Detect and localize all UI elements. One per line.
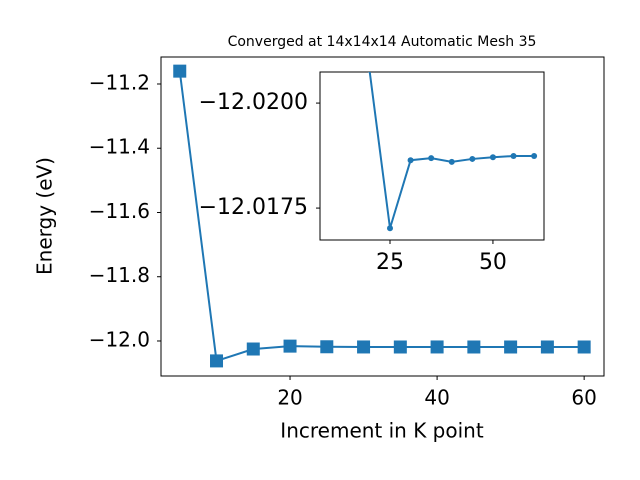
- y-axis-label: Energy (eV): [33, 157, 57, 275]
- marker: [407, 157, 414, 164]
- marker: [246, 342, 260, 356]
- marker: [367, 72, 372, 73]
- y-tick-label: −11.6: [89, 199, 150, 223]
- marker: [320, 340, 334, 354]
- marker: [357, 340, 371, 354]
- marker: [489, 154, 496, 161]
- plot-clip: [173, 64, 591, 368]
- marker: [531, 153, 538, 159]
- marker: [173, 64, 187, 78]
- marker: [387, 225, 393, 232]
- x-axis-label: Increment in K point: [280, 419, 484, 443]
- y-tick-label: −12.0200: [199, 90, 308, 115]
- marker: [283, 339, 297, 353]
- x-tick-label: 50: [479, 250, 507, 275]
- marker: [428, 155, 435, 162]
- marker: [448, 158, 455, 165]
- marker: [467, 340, 481, 354]
- marker: [469, 155, 476, 162]
- x-tick-label: 40: [424, 386, 449, 410]
- y-tick-label: −11.8: [89, 263, 150, 287]
- marker: [577, 340, 591, 354]
- x-tick-label: 20: [277, 386, 302, 410]
- x-tick-label: 25: [376, 250, 404, 275]
- y-tick-label: −12.0175: [199, 195, 308, 220]
- chart-title: Converged at 14x14x14 Automatic Mesh 35: [228, 34, 537, 50]
- marker: [430, 340, 444, 354]
- marker: [540, 340, 554, 354]
- y-tick-label: −12.0: [89, 327, 150, 351]
- plot-clip: [367, 72, 538, 232]
- y-tick-label: −11.2: [89, 70, 150, 94]
- marker: [210, 354, 224, 368]
- y-tick-label: −11.4: [89, 135, 150, 159]
- x-tick-label: 60: [571, 386, 596, 410]
- marker: [393, 340, 407, 354]
- marker: [504, 340, 518, 354]
- marker: [510, 153, 517, 159]
